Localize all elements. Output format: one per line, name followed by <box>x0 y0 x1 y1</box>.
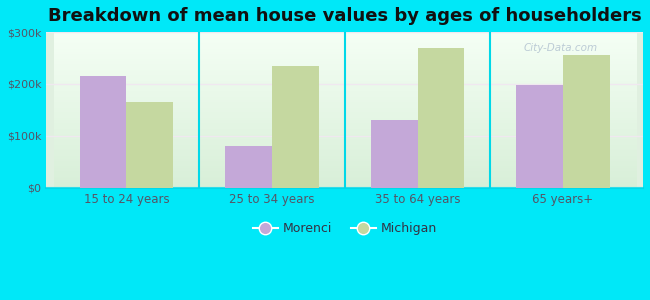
Bar <box>417 48 464 188</box>
Bar <box>517 85 563 188</box>
Bar <box>563 56 610 188</box>
Title: Breakdown of mean house values by ages of householders: Breakdown of mean house values by ages o… <box>48 7 642 25</box>
Bar <box>226 146 272 188</box>
Bar <box>272 66 318 188</box>
Bar <box>127 102 173 188</box>
Legend: Morenci, Michigan: Morenci, Michigan <box>248 218 442 240</box>
Bar <box>80 76 127 188</box>
Text: City-Data.com: City-Data.com <box>524 43 598 53</box>
Bar <box>371 120 417 188</box>
